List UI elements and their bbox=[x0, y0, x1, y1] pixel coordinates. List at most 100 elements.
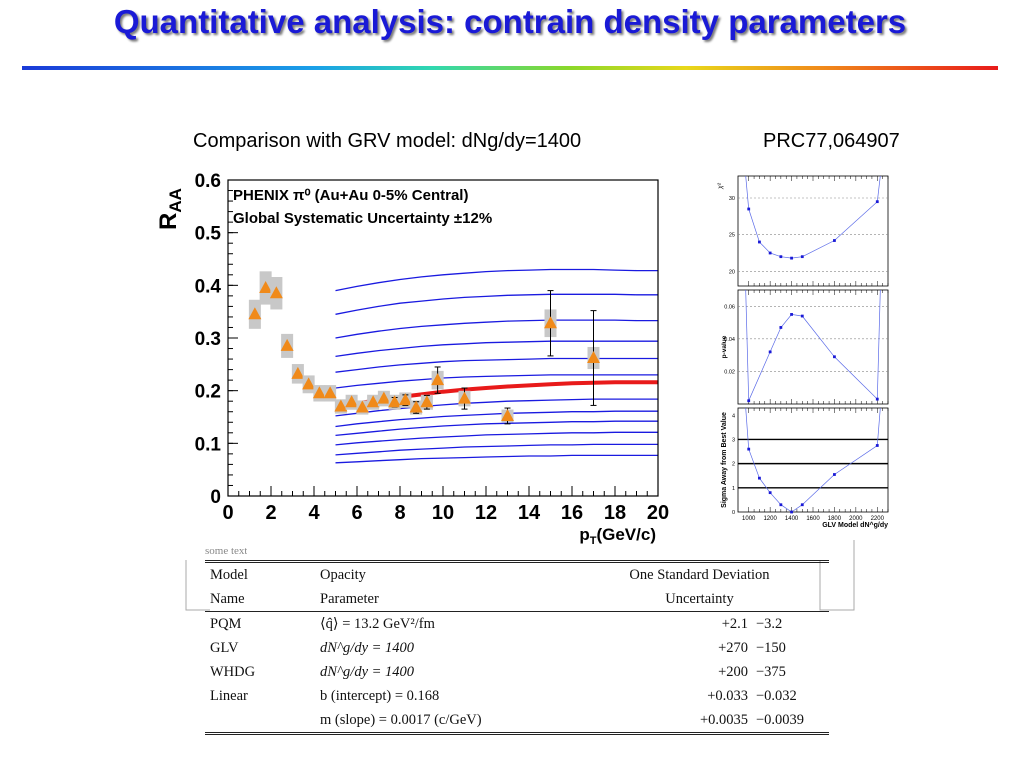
x-tick-label: 6 bbox=[351, 502, 362, 524]
model-curve bbox=[335, 268, 658, 292]
model-curve bbox=[335, 443, 658, 456]
model-curve bbox=[335, 454, 658, 464]
inset-point bbox=[779, 326, 783, 329]
cell-model: GLV bbox=[210, 639, 239, 656]
table-row: m (slope) = 0.0017 (c/GeV) +0.0035 −0.00… bbox=[205, 708, 829, 734]
x-tick-label: 1800 bbox=[828, 516, 842, 522]
header-model: Model bbox=[210, 566, 248, 583]
data-point bbox=[291, 366, 305, 379]
inset-point bbox=[747, 399, 751, 403]
x-tick-label: 1600 bbox=[806, 516, 820, 522]
cell-plus: +0.033 bbox=[707, 687, 748, 704]
x-tick-label: 8 bbox=[394, 502, 405, 524]
y-tick-label: 3 bbox=[732, 437, 735, 443]
cell-param: dN^g/dy = 1400 bbox=[320, 663, 415, 680]
y-tick-label: 0.1 bbox=[195, 434, 222, 455]
y-tick-label: 0.02 bbox=[724, 369, 735, 375]
inset-point bbox=[747, 447, 751, 451]
model-curve bbox=[335, 374, 658, 389]
data-point bbox=[458, 391, 471, 404]
x-tick-label: 1000 bbox=[742, 516, 756, 522]
connector-lines bbox=[185, 540, 855, 611]
data-point bbox=[431, 373, 445, 386]
data-point bbox=[409, 400, 423, 413]
model-curve bbox=[335, 340, 658, 358]
x-tick-label: 12 bbox=[475, 502, 497, 524]
reference-label: PRC77,064907 bbox=[763, 130, 900, 152]
cell-param: b (intercept) = 0.168 bbox=[320, 687, 440, 704]
cell-model: WHDG bbox=[210, 663, 256, 680]
cell-minus: −3.2 bbox=[756, 615, 783, 632]
inset-point bbox=[875, 200, 879, 204]
cell-model bbox=[205, 708, 320, 734]
inset-charts: 20 25 30 χ² 0.02 0.04 0.06 p-value 0 1 2 3 4 Sigma Aw… bbox=[717, 175, 889, 529]
table-row: WHDG dN^g/dy = 1400 +200 −375 bbox=[205, 660, 829, 684]
model-curve bbox=[335, 357, 658, 373]
y-tick-label: 30 bbox=[729, 196, 735, 202]
inset-point bbox=[758, 476, 761, 480]
y-axis-label: RAA bbox=[155, 188, 185, 230]
raa-chart: 0 2 4 6 8 10 12 14 16 18 20 0 0.1 0.2 0.3 0.4 0.5 0.6 RAA p… bbox=[155, 171, 669, 547]
x-tick-label: 1200 bbox=[763, 516, 777, 522]
y-tick-label: 4 bbox=[732, 413, 735, 419]
inset-point bbox=[790, 313, 793, 316]
header-parameter: Parameter bbox=[320, 590, 379, 607]
data-point bbox=[377, 391, 391, 404]
cell-plus: +270 bbox=[718, 639, 748, 656]
header-opacity: Opacity bbox=[320, 566, 366, 583]
inset-point bbox=[790, 510, 793, 514]
data-point bbox=[366, 395, 380, 408]
y-tick-label: 25 bbox=[729, 233, 735, 239]
x-tick-label: 20 bbox=[647, 502, 669, 524]
x-tick-label: 4 bbox=[308, 502, 320, 524]
cell-param: dN^g/dy = 1400 bbox=[320, 639, 415, 656]
inset-point bbox=[768, 491, 772, 495]
inset-point bbox=[800, 314, 804, 318]
inset-point bbox=[747, 207, 751, 211]
cell-plus: +0.0035 bbox=[699, 711, 748, 728]
inset-point bbox=[779, 255, 783, 259]
pvalue-panel-frame bbox=[737, 289, 889, 405]
cell-minus: −150 bbox=[756, 639, 786, 656]
x-tick-label: 16 bbox=[561, 502, 583, 524]
data-point bbox=[248, 307, 262, 320]
cell-plus: +200 bbox=[718, 663, 748, 680]
title-rainbow-rule bbox=[22, 66, 998, 70]
inset-point bbox=[790, 256, 793, 260]
data-point bbox=[280, 338, 294, 351]
inset-point bbox=[833, 473, 836, 476]
x-axis-label: pT(GeV/c) bbox=[579, 525, 656, 547]
data-point bbox=[323, 386, 337, 399]
chi2-panel-frame bbox=[737, 175, 889, 287]
legend-entry: PHENIX π⁰ (Au+Au 0-5% Central) bbox=[233, 187, 468, 204]
inset-y-label: Sigma Away from Best Value bbox=[721, 412, 728, 508]
y-tick-label: 0.5 bbox=[195, 224, 222, 245]
inset-point bbox=[768, 350, 772, 354]
inset-x-label: GLV Model dN^g/dy bbox=[822, 521, 888, 529]
y-tick-label: 0.04 bbox=[724, 337, 735, 343]
data-point bbox=[334, 399, 348, 412]
y-tick-label: 0.6 bbox=[195, 171, 221, 192]
inset-curve bbox=[745, 175, 881, 259]
x-tick-label: 0 bbox=[222, 502, 233, 524]
inset-point bbox=[875, 397, 879, 401]
cell-minus: −0.032 bbox=[756, 687, 797, 704]
table-row: PQM ⟨q̂⟩ = 13.2 GeV²/fm +2.1 −3.2 bbox=[205, 611, 829, 637]
y-tick-label: 20 bbox=[729, 269, 735, 275]
inset-y-label: χ² bbox=[717, 182, 724, 190]
slide-subtitle: Comparison with GRV model: dNg/dy=1400 bbox=[193, 130, 582, 152]
x-tick-label: 14 bbox=[518, 502, 541, 524]
cell-param: m (slope) = 0.0017 (c/GeV) bbox=[320, 711, 482, 728]
header-deviation: One Standard Deviation bbox=[629, 566, 770, 583]
table-header-row: Name Parameter Uncertainty bbox=[205, 587, 829, 612]
data-point bbox=[501, 408, 514, 421]
x-tick-label: 18 bbox=[604, 502, 626, 524]
cell-plus: +2.1 bbox=[721, 615, 748, 632]
table-row: Linear b (intercept) = 0.168 +0.033 −0.0… bbox=[205, 684, 829, 708]
y-tick-label: 0.3 bbox=[195, 329, 221, 350]
inset-point bbox=[768, 251, 772, 255]
cell-param: ⟨q̂⟩ = 13.2 GeV²/fm bbox=[320, 615, 435, 632]
cell-minus: −0.0039 bbox=[756, 711, 805, 728]
inset-point bbox=[800, 503, 804, 507]
inset-point bbox=[779, 503, 783, 507]
